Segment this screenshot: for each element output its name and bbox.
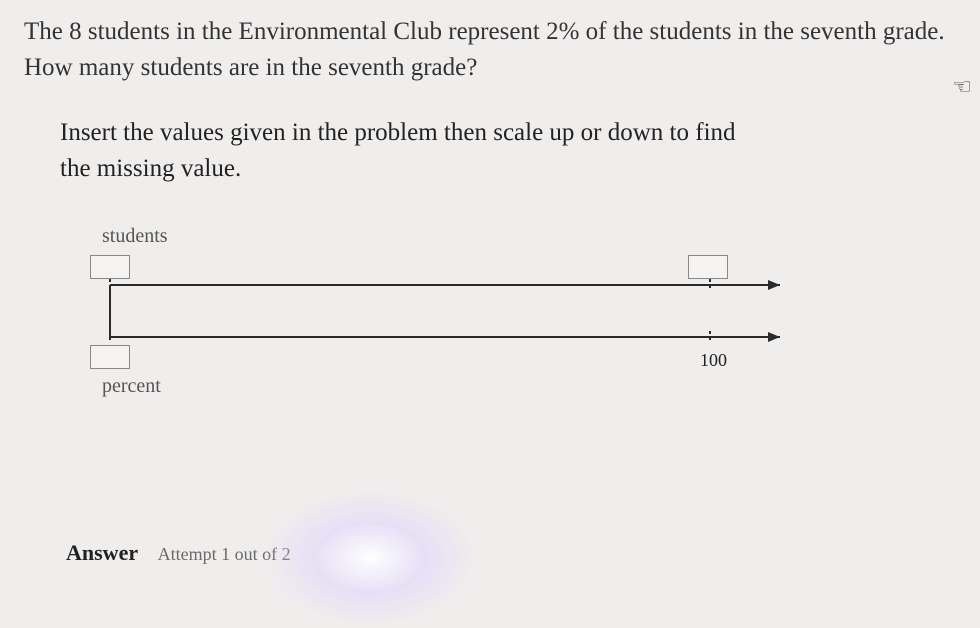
number-line-svg [90,279,810,349]
percent-axis-label: percent [102,375,161,398]
screen-glare [260,488,480,628]
hand-cursor-icon: ☜ [952,74,972,100]
bottom-arrowhead-icon [768,332,780,342]
attempt-counter: Attempt 1 out of 2 [158,544,291,564]
answer-label: Answer [66,540,138,565]
percent-right-value: 100 [700,350,727,371]
double-number-line-diagram: students 100 percent [90,225,810,395]
students-axis-label: students [102,225,168,248]
students-left-input[interactable] [90,255,130,279]
students-right-input[interactable] [688,255,728,279]
answer-section: Answer Attempt 1 out of 2 [66,540,291,566]
problem-statement: The 8 students in the Environmental Club… [0,0,980,87]
top-arrowhead-icon [768,280,780,290]
instruction-text: Insert the values given in the problem t… [0,87,780,188]
